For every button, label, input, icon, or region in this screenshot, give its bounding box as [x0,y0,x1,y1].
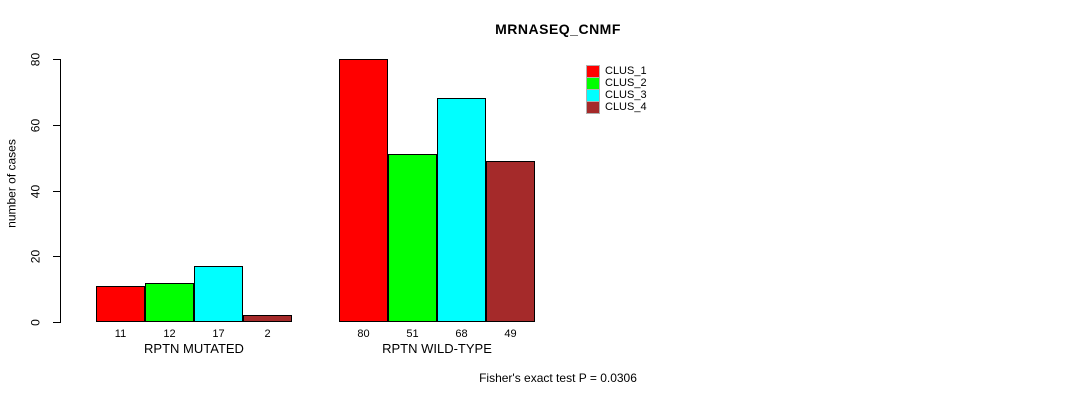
y-axis-line [60,59,61,323]
bar-clus_4-group1 [243,315,292,322]
y-axis-label: number of cases [4,139,19,228]
group-label-2: RPTN WILD-TYPE [382,341,492,356]
y-tick-20 [53,256,60,257]
y-tick-60 [53,125,60,126]
y-tick-label-20: 20 [28,249,43,264]
bar-value-label: 68 [455,328,468,340]
legend-row-clus_1: CLUS_1 [586,64,647,78]
y-tick-40 [53,191,60,192]
legend-row-clus_4: CLUS_4 [586,100,647,114]
bar-value-label: 51 [406,328,419,340]
bar-clus_4-group2 [486,161,535,322]
annotation-fishers-test: Fisher's exact test P = 0.0306 [479,371,637,385]
bar-clus_2-group2 [388,154,437,322]
bar-value-label: 80 [357,328,370,340]
legend-row-clus_3: CLUS_3 [586,88,647,102]
bar-value-label: 11 [114,328,127,340]
bar-clus_3-group2 [437,98,486,322]
group-label-1: RPTN MUTATED [144,341,244,356]
bar-clus_1-group1 [96,286,145,322]
y-tick-label-60: 60 [28,118,43,133]
y-tick-label-0: 0 [28,319,43,326]
bar-value-label: 2 [264,328,271,340]
chart-title: MRNASEQ_CNMF [495,21,621,37]
y-tick-label-40: 40 [28,184,43,199]
legend-label: CLUS_2 [605,77,647,89]
y-tick-0 [53,322,60,323]
legend-swatch-icon [586,100,600,114]
bar-value-label: 49 [504,328,517,340]
y-tick-80 [53,59,60,60]
legend-row-clus_2: CLUS_2 [586,76,647,90]
legend: CLUS_1 CLUS_2 CLUS_3 CLUS_4 [586,64,647,114]
legend-label: CLUS_3 [605,89,647,101]
legend-label: CLUS_4 [605,101,647,113]
bar-value-label: 12 [163,328,176,340]
bar-clus_1-group2 [339,59,388,322]
bar-clus_3-group1 [194,266,243,322]
y-tick-label-80: 80 [28,52,43,67]
legend-label: CLUS_1 [605,65,647,77]
bar-value-label: 17 [212,328,225,340]
bar-clus_2-group1 [145,283,194,322]
